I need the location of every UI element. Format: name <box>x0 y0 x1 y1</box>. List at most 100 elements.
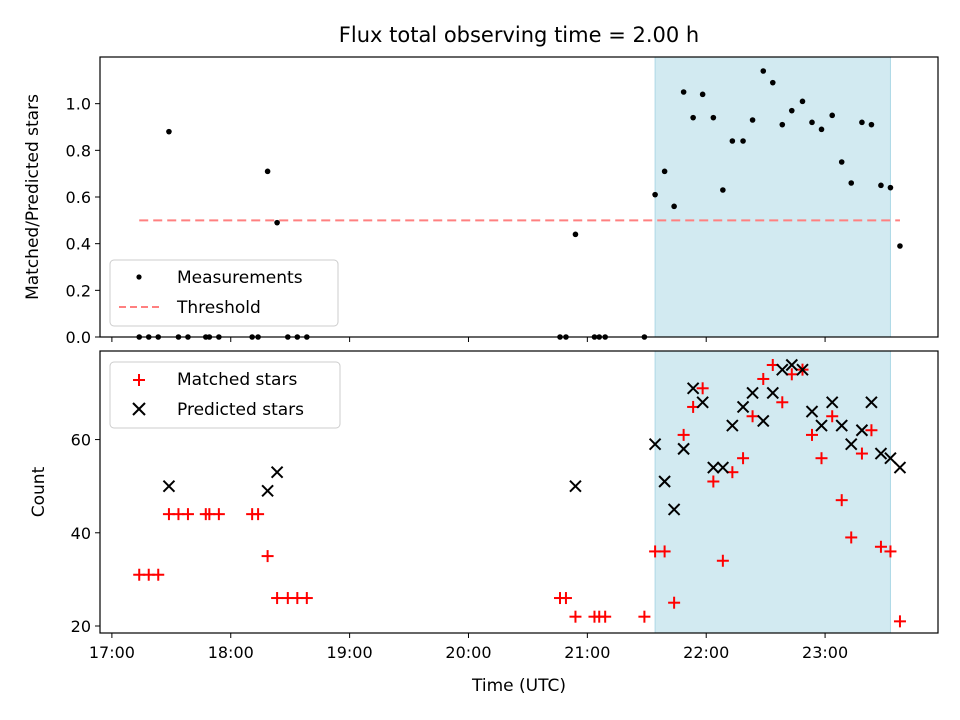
matched-stars-point <box>884 545 897 558</box>
observing-window-shade <box>654 350 891 634</box>
ratio-panel: 0.0 0.2 0.4 0.6 0.8 1.0 Matched/Predicted sta… <box>23 56 939 347</box>
measurement-point <box>699 91 706 98</box>
predicted-stars-point <box>776 363 789 376</box>
predicted-stars-point <box>726 419 739 432</box>
count-legend: Matched stars Predicted stars <box>109 361 341 429</box>
predicted-stars-point <box>270 465 284 479</box>
predicted-stars-point <box>874 447 888 460</box>
matched-stars-point <box>252 508 265 521</box>
measurement-point <box>769 79 776 86</box>
y-tick-label: 0.4 <box>66 235 91 254</box>
measurement-point <box>887 184 894 191</box>
matched-stars-point <box>865 424 878 437</box>
predicted-stars-point <box>162 479 176 493</box>
legend-matched-marker <box>133 374 145 386</box>
legend-predicted-label: Predicted stars <box>177 400 304 420</box>
predicted-stars-point <box>658 475 671 488</box>
ratio-y-axis-label: Matched/Predicted stars <box>23 94 43 300</box>
x-tick-label: 23:00 <box>802 643 848 662</box>
measurement-point <box>818 126 825 133</box>
matched-stars-point <box>776 396 789 409</box>
matched-stars-point <box>152 568 165 581</box>
count-y-axis-label: Count <box>29 466 49 517</box>
measurement-point <box>868 121 875 128</box>
count-axes-frame <box>99 350 939 634</box>
measurement-point <box>749 117 756 123</box>
ratio-x-ticks <box>111 337 826 342</box>
measurement-point <box>897 243 903 249</box>
predicted-stars-point <box>835 419 848 432</box>
ratio-legend-box <box>109 259 339 327</box>
predicted-stars-point <box>893 461 907 474</box>
measurement-point <box>166 128 172 135</box>
predicted-stars-point <box>805 405 819 418</box>
measurement-point <box>779 121 786 128</box>
matched-stars-point <box>737 452 750 465</box>
predicted-stars-point <box>667 503 681 516</box>
measurement-point <box>710 114 717 121</box>
predicted-stars-point <box>686 382 700 395</box>
count-x-ticks: 17:00 18:00 19:00 20:00 21:00 22:00 23:00 <box>89 633 848 662</box>
matched-stars-point <box>300 592 313 605</box>
predicted-stars-point <box>785 358 799 372</box>
measurement-point <box>264 168 271 175</box>
y-tick-label: 0.0 <box>66 328 91 347</box>
predicted-stars-point <box>865 396 878 409</box>
y-tick-label: 40 <box>71 524 91 543</box>
matched-stars-point <box>707 475 720 488</box>
x-tick-label: 21:00 <box>564 643 610 662</box>
measurement-point <box>729 138 736 144</box>
y-tick-label: 60 <box>71 431 91 450</box>
y-tick-label: 1.0 <box>66 95 91 114</box>
predicted-stars-point <box>796 363 809 376</box>
matched-stars-point <box>757 372 770 385</box>
legend-predicted-marker <box>132 402 146 416</box>
count-panel: 20 40 60 17:00 18:00 19:00 20:00 21:00 22:00 23:… <box>29 350 939 696</box>
measurement-point <box>690 114 696 121</box>
y-tick-label: 0.6 <box>66 188 91 207</box>
matched-stars-point <box>658 545 671 558</box>
matched-stars-point <box>874 540 887 553</box>
measurement-point <box>878 182 884 189</box>
predicted-stars-point <box>696 396 709 409</box>
matched-stars-point <box>271 592 284 605</box>
predicted-stars-point <box>855 424 869 437</box>
measurement-point <box>680 89 687 95</box>
x-tick-label: 20:00 <box>445 643 491 662</box>
matched-stars-point <box>569 610 582 623</box>
x-axis-label: Time (UTC) <box>471 676 566 696</box>
x-tick-label: 17:00 <box>89 643 135 662</box>
predicted-stars-point <box>707 461 720 474</box>
matched-stars-point <box>212 508 225 521</box>
predicted-stars-point <box>716 461 730 474</box>
matched-stars-point <box>696 382 709 395</box>
matched-stars-point <box>559 592 572 605</box>
predicted-stars-point <box>736 400 750 414</box>
measurement-point <box>572 231 579 238</box>
matched-stars-point <box>826 410 839 423</box>
predicted-stars-point <box>815 419 828 432</box>
measurement-point <box>848 180 855 186</box>
measurement-point <box>859 119 865 126</box>
measurement-point <box>720 187 726 193</box>
predicted-stars-point <box>845 438 858 451</box>
matched-stars-point <box>855 447 868 460</box>
predicted-stars-point <box>884 451 897 465</box>
matched-stars-point <box>893 615 906 628</box>
matched-stars-point <box>845 531 858 544</box>
matched-stars-point <box>677 428 690 441</box>
measurement-point <box>788 107 795 114</box>
measurement-point <box>671 203 677 210</box>
x-tick-label: 19:00 <box>327 643 373 662</box>
predicted-stars-point <box>261 484 274 498</box>
count-marks <box>133 358 907 628</box>
count-legend-box <box>109 361 341 429</box>
x-tick-label: 22:00 <box>683 643 729 662</box>
y-tick-label: 20 <box>71 617 91 636</box>
count-y-ticks: 20 40 60 <box>71 431 100 636</box>
matched-stars-point <box>638 610 651 623</box>
measurement-point <box>809 119 815 126</box>
matched-stars-point <box>815 452 828 465</box>
matched-stars-point <box>746 410 759 423</box>
